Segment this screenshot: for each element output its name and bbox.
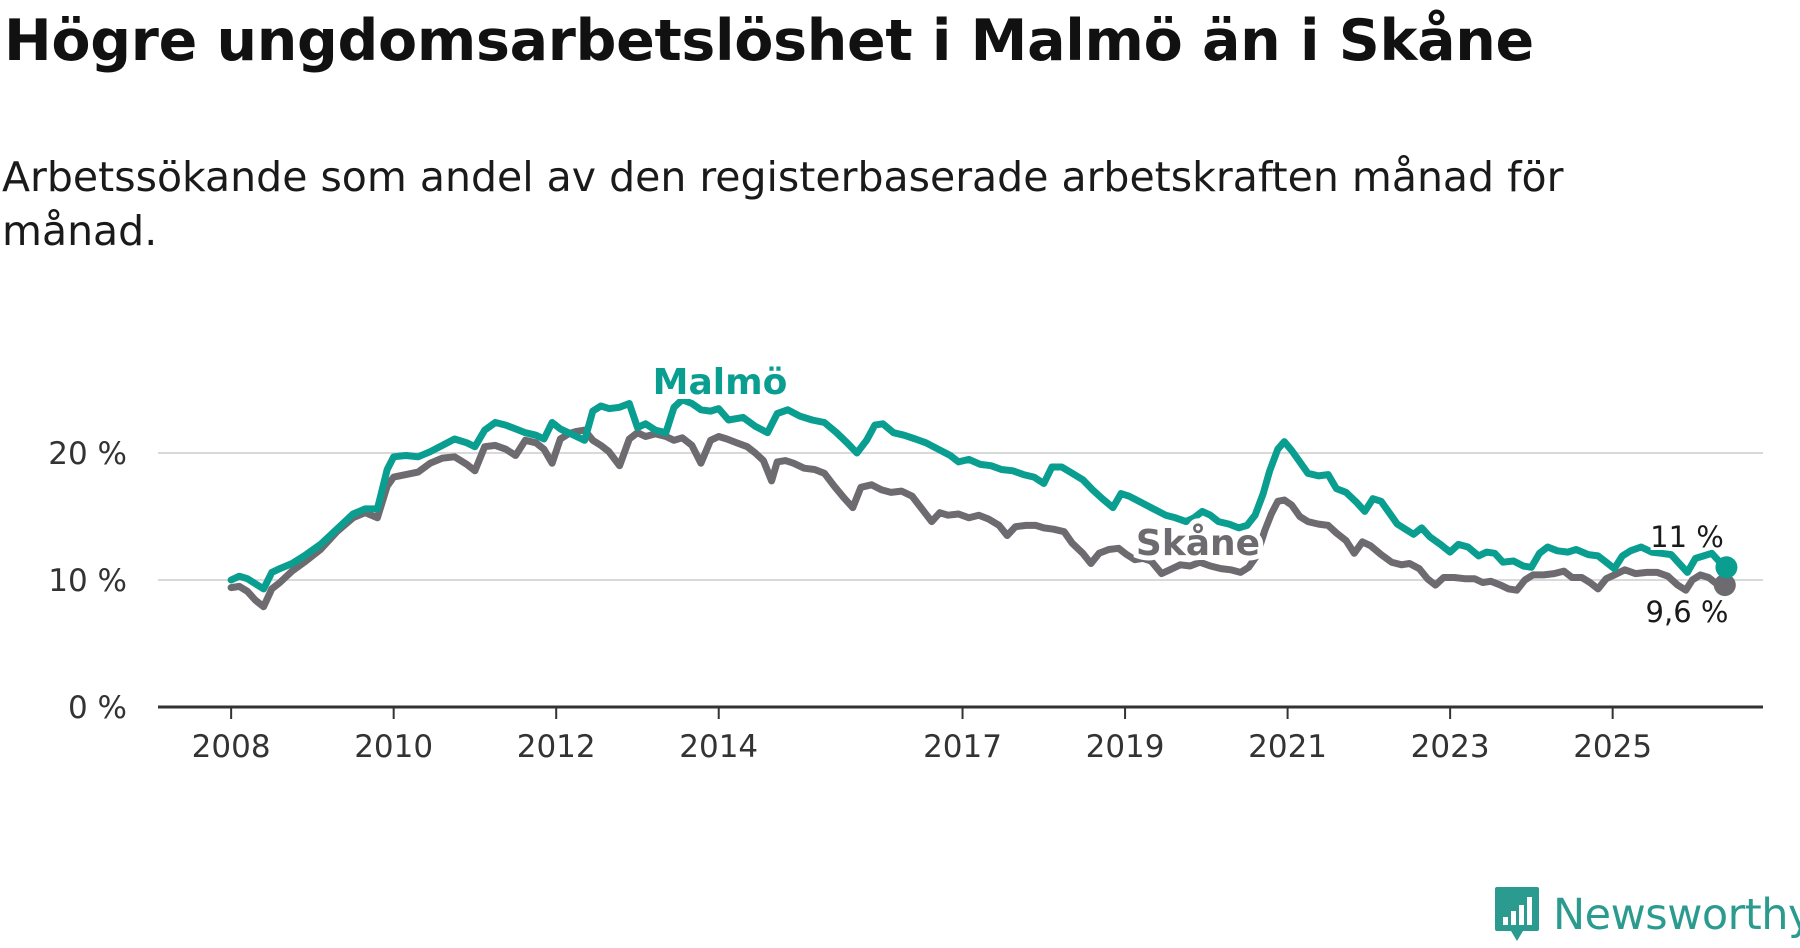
series-label-malmo: Malmö (653, 362, 788, 403)
x-tick-label: 2023 (1411, 729, 1490, 765)
end-point-skane (1713, 574, 1736, 597)
series-line-malmo (227, 396, 1730, 593)
series-label-skane: Skåne (1136, 523, 1260, 564)
x-tick-label: 2014 (679, 729, 758, 765)
series-line-skane (227, 426, 1729, 611)
chart-subtitle: Arbetssökande som andel av den registerb… (2, 153, 1564, 255)
chart-title: Högre ungdomsarbetslöshet i Malmö än i S… (4, 8, 1534, 74)
x-tick-label: 2025 (1573, 729, 1652, 765)
end-point-malmo (1715, 556, 1738, 579)
x-tick-label: 2021 (1248, 729, 1327, 765)
x-tick-label: 2017 (923, 729, 1002, 765)
newsworthy-logo-icon (1495, 887, 1539, 941)
y-tick-label: 10 % (48, 563, 127, 599)
x-tick-label: 2019 (1086, 729, 1165, 765)
x-tick-label: 2012 (517, 729, 596, 765)
x-tick-label: 2010 (354, 729, 433, 765)
end-label-malmo: 11 % (1650, 520, 1724, 554)
y-tick-label: 20 % (48, 436, 127, 472)
brand-name: Newsworthy (1553, 890, 1800, 940)
end-label-skane: 9,6 % (1646, 595, 1729, 629)
y-tick-label: 0 % (68, 690, 127, 726)
x-tick-label: 2008 (192, 729, 271, 765)
brand-logo: Newsworthy (1493, 885, 1800, 945)
